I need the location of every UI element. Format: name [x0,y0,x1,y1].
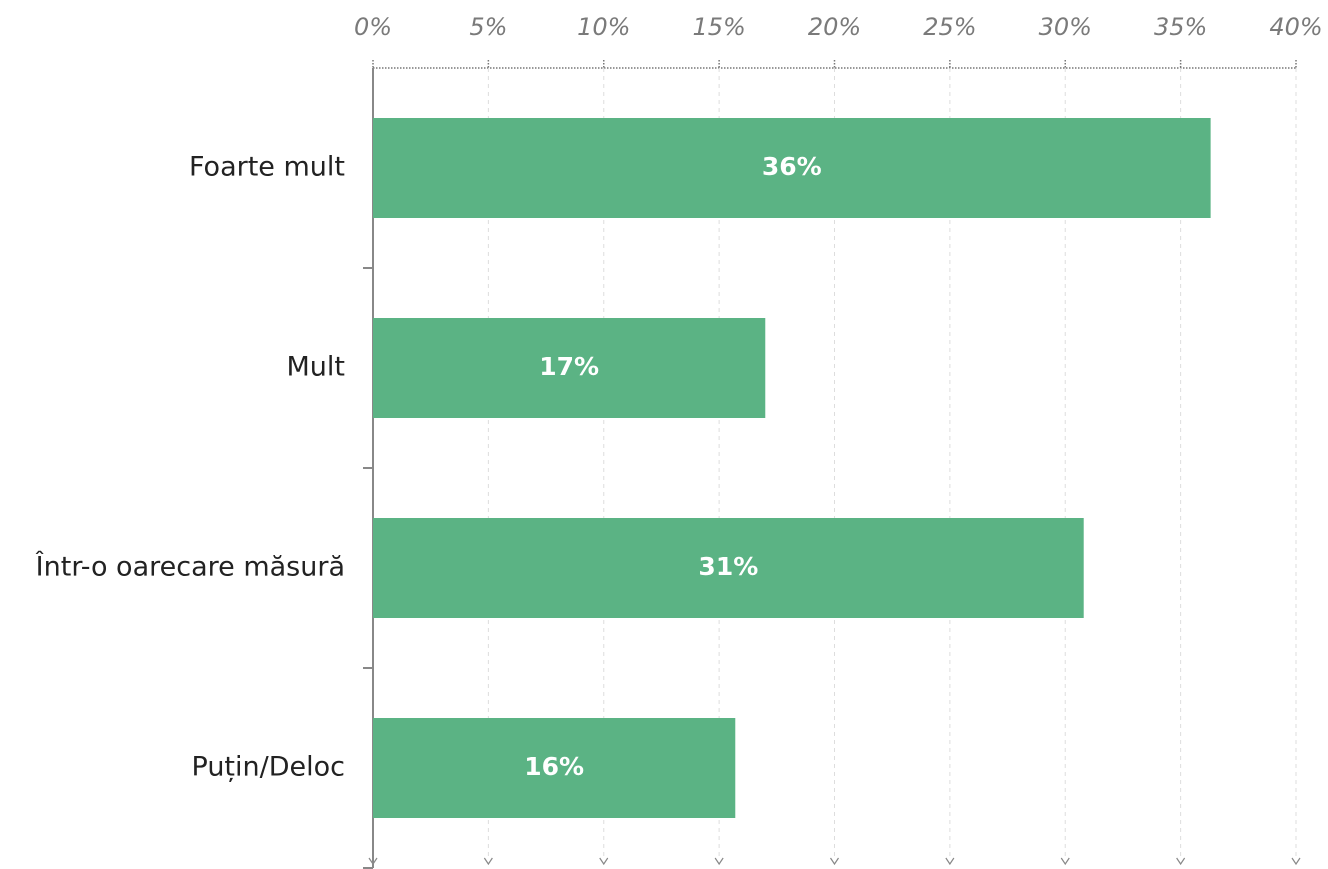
x-tick-label: 35% [1154,13,1207,41]
value-label: 17% [539,352,599,381]
x-tick-label: 5% [469,13,507,41]
bar [373,318,766,418]
tick-chevron [599,857,609,866]
tick-chevron [945,857,955,866]
x-tick-label: 15% [692,13,745,41]
value-label: 36% [762,152,822,181]
bar [373,518,1084,618]
tick-chevron [1060,857,1070,866]
tick-chevron [714,857,724,866]
tick-chevron [1176,857,1186,866]
y-tick-label: Puțin/Deloc [192,752,345,783]
value-label: 31% [698,552,758,581]
bar [373,118,1211,218]
x-tick-label: 30% [1039,13,1092,41]
tick-chevron [483,857,493,866]
x-tick-label: 0% [354,13,392,41]
value-label: 16% [524,752,584,781]
tick-chevron [1291,857,1301,866]
y-tick-label: Într-o oarecare măsură [35,551,345,583]
x-tick-label: 10% [577,13,630,41]
x-tick-label: 25% [923,13,976,41]
x-tick-label: 20% [808,13,861,41]
bar [373,718,736,818]
y-tick-label: Foarte mult [189,152,345,183]
x-tick-label: 40% [1269,13,1322,41]
tick-chevron [830,857,839,866]
y-tick-label: Mult [287,352,346,383]
